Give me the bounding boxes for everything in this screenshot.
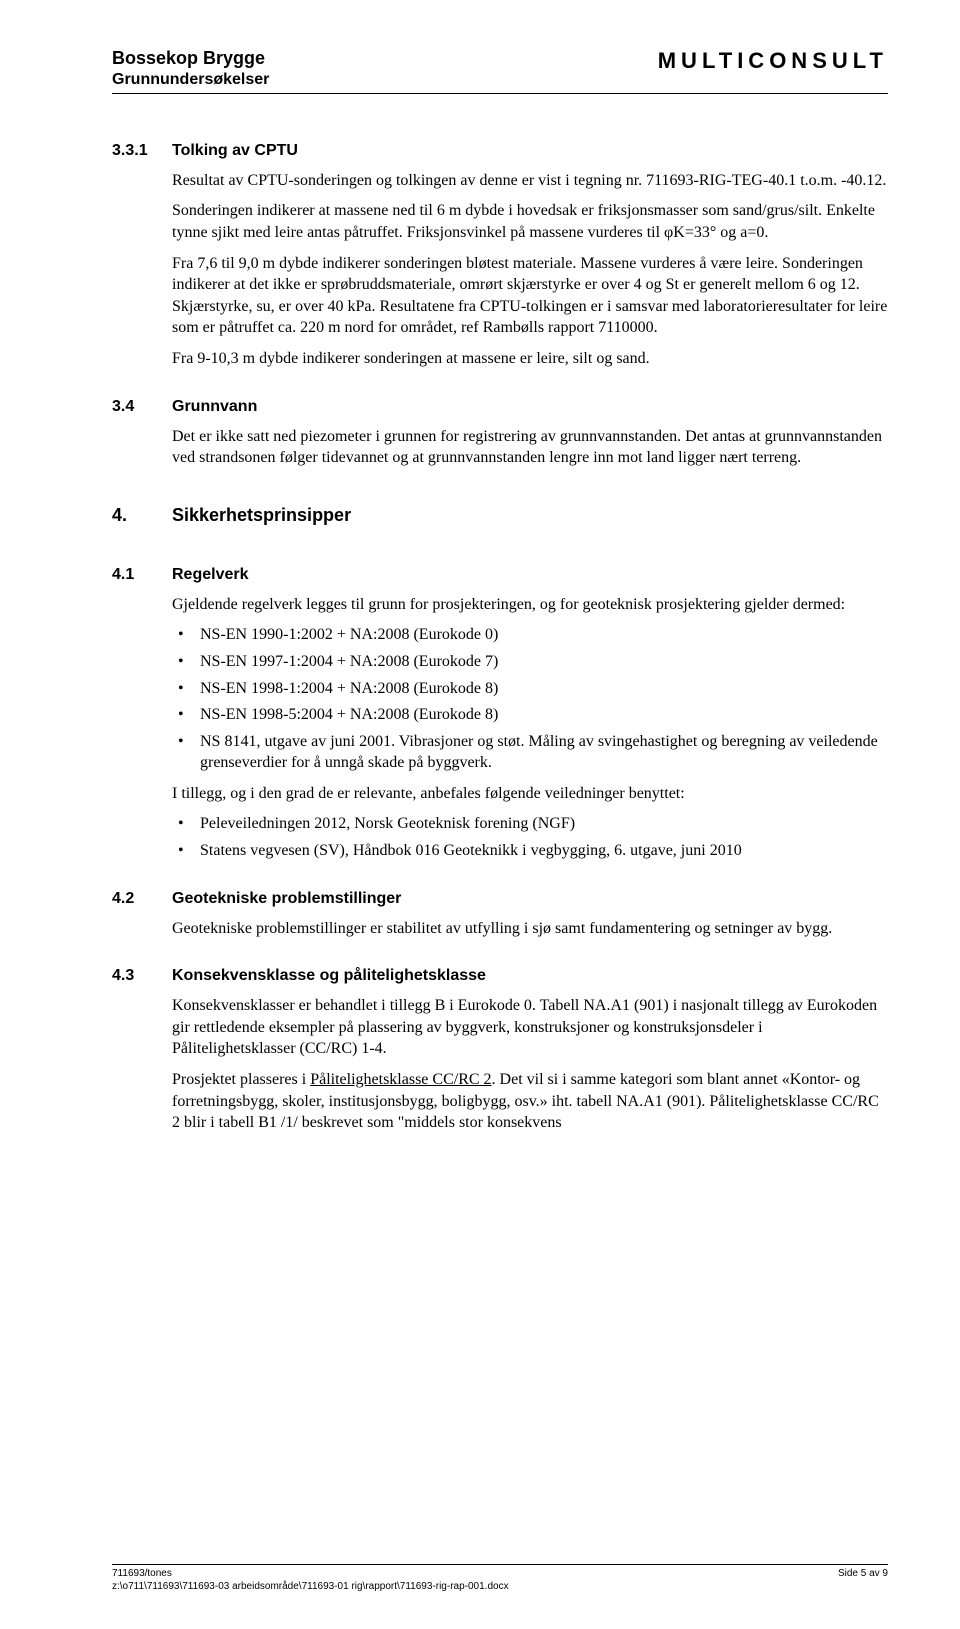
list-text: NS 8141, utgave av juni 2001. Vibrasjone… [200,731,888,774]
bullet-icon: • [172,704,200,726]
list-text: NS-EN 1998-5:2004 + NA:2008 (Eurokode 8) [200,704,498,726]
footer-path: z:\o711\711693\711693-03 arbeidsområde\7… [112,1580,509,1593]
section-4-1: 4.1 Regelverk Gjeldende regelverk legges… [112,566,888,862]
bullet-icon: • [172,840,200,862]
section-4-3: 4.3 Konsekvensklasse og pålitelighetskla… [112,967,888,1134]
section-3-3-1: 3.3.1 Tolking av CPTU Resultat av CPTU-s… [112,142,888,370]
list-item: •Peleveiledningen 2012, Norsk Geoteknisk… [172,813,888,835]
footer-left: 711693/tones z:\o711\711693\711693-03 ar… [112,1567,509,1593]
section-title: Tolking av CPTU [172,142,298,160]
section-title: Sikkerhetsprinsipper [172,505,351,526]
bullet-icon: • [172,731,200,774]
section-title: Regelverk [172,566,249,584]
paragraph: I tillegg, og i den grad de er relevante… [172,783,888,805]
list-text: NS-EN 1990-1:2002 + NA:2008 (Eurokode 0) [200,624,498,646]
list-item: •NS-EN 1997-1:2004 + NA:2008 (Eurokode 7… [172,651,888,673]
list-text: NS-EN 1997-1:2004 + NA:2008 (Eurokode 7) [200,651,498,673]
section-3-4: 3.4 Grunnvann Det er ikke satt ned piezo… [112,398,888,469]
header-title-line1: Bossekop Brygge [112,48,269,70]
bullet-icon: • [172,624,200,646]
paragraph: Fra 9-10,3 m dybde indikerer sonderingen… [172,348,888,370]
bullet-list: •NS-EN 1990-1:2002 + NA:2008 (Eurokode 0… [172,624,888,774]
bullet-icon: • [172,651,200,673]
paragraph: Sonderingen indikerer at massene ned til… [172,200,888,243]
page-footer: 711693/tones z:\o711\711693\711693-03 ar… [112,1564,888,1593]
footer-page-number: Side 5 av 9 [838,1567,888,1593]
paragraph: Resultat av CPTU-sonderingen og tolkinge… [172,170,888,192]
header-title-line2: Grunnundersøkelser [112,70,269,89]
paragraph: Gjeldende regelverk legges til grunn for… [172,594,888,616]
section-number: 4. [112,505,172,526]
bullet-list: •Peleveiledningen 2012, Norsk Geoteknisk… [172,813,888,861]
page-header: Bossekop Brygge Grunnundersøkelser MULTI… [112,48,888,94]
section-4-2: 4.2 Geotekniske problemstillinger Geotek… [112,890,888,940]
section-title: Konsekvensklasse og pålitelighetsklasse [172,967,486,985]
section-number: 3.3.1 [112,142,172,160]
list-item: •NS-EN 1990-1:2002 + NA:2008 (Eurokode 0… [172,624,888,646]
section-title: Grunnvann [172,398,257,416]
header-left: Bossekop Brygge Grunnundersøkelser [112,48,269,89]
list-text: Peleveiledningen 2012, Norsk Geoteknisk … [200,813,575,835]
bullet-icon: • [172,678,200,700]
paragraph: Geotekniske problemstillinger er stabili… [172,918,888,940]
underlined-text: Pålitelighetsklasse CC/RC 2 [310,1071,491,1088]
section-title: Geotekniske problemstillinger [172,890,401,908]
paragraph: Prosjektet plasseres i Pålitelighetsklas… [172,1069,888,1134]
text-run: Prosjektet plasseres i [172,1071,310,1088]
section-number: 3.4 [112,398,172,416]
header-brand: MULTICONSULT [658,48,888,74]
list-item: •NS-EN 1998-1:2004 + NA:2008 (Eurokode 8… [172,678,888,700]
list-text: NS-EN 1998-1:2004 + NA:2008 (Eurokode 8) [200,678,498,700]
paragraph: Det er ikke satt ned piezometer i grunne… [172,426,888,469]
paragraph: Konsekvensklasser er behandlet i tillegg… [172,995,888,1060]
paragraph: Fra 7,6 til 9,0 m dybde indikerer sonder… [172,253,888,339]
bullet-icon: • [172,813,200,835]
section-number: 4.1 [112,566,172,584]
section-number: 4.3 [112,967,172,985]
list-item: •NS 8141, utgave av juni 2001. Vibrasjon… [172,731,888,774]
section-4: 4. Sikkerhetsprinsipper [112,505,888,526]
footer-ref: 711693/tones [112,1567,509,1580]
list-text: Statens vegvesen (SV), Håndbok 016 Geote… [200,840,742,862]
section-number: 4.2 [112,890,172,908]
list-item: •NS-EN 1998-5:2004 + NA:2008 (Eurokode 8… [172,704,888,726]
list-item: •Statens vegvesen (SV), Håndbok 016 Geot… [172,840,888,862]
